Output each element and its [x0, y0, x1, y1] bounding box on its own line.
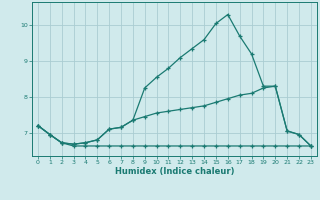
X-axis label: Humidex (Indice chaleur): Humidex (Indice chaleur) — [115, 167, 234, 176]
